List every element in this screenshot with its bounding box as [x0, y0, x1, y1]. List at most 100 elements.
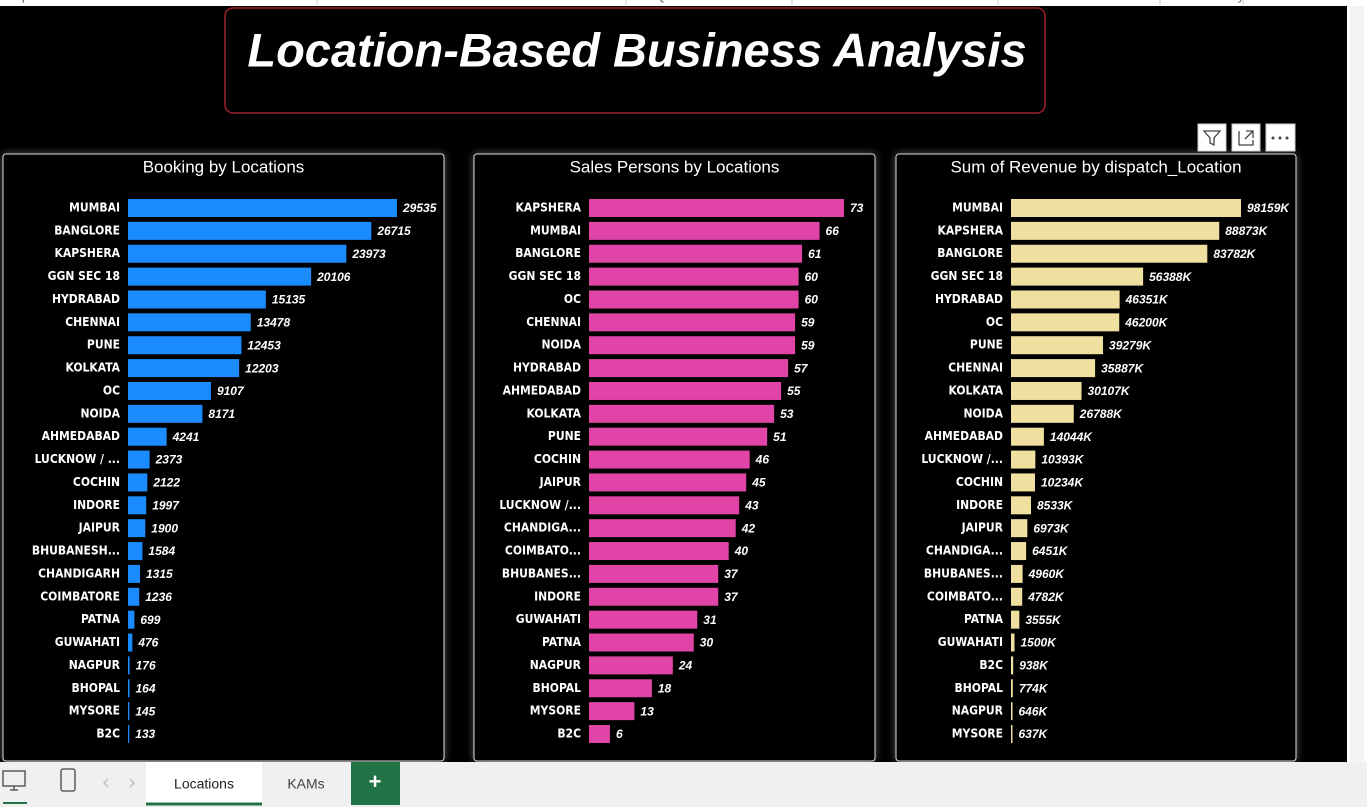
dot: [1285, 136, 1289, 140]
data-label: 60: [805, 270, 819, 284]
chart-title: Booking by Locations: [143, 157, 305, 176]
bar: [128, 702, 130, 721]
category-label: BHUBANESH...: [32, 544, 120, 558]
data-label: 61: [808, 247, 822, 261]
bar: [589, 381, 782, 400]
chart-panel: [895, 153, 1297, 762]
category-label: LUCKNOW / ...: [35, 452, 120, 466]
category-label: OC: [564, 292, 581, 306]
data-label: 4241: [172, 430, 200, 444]
data-label: 8533K: [1037, 498, 1074, 512]
bar: [1011, 702, 1013, 721]
category-label: OC: [103, 383, 120, 397]
data-label: 83782K: [1213, 247, 1256, 261]
category-label: BHUBANES...: [924, 566, 1003, 580]
data-label: 1500K: [1021, 636, 1058, 650]
category-label: GGN SEC 18: [509, 269, 581, 283]
category-label: PUNE: [87, 338, 120, 352]
ribbon-group-label: Clipboard: [8, 0, 59, 3]
category-label: CHENNAI: [526, 315, 581, 329]
add-tab[interactable]: [351, 762, 400, 805]
filter-icon[interactable]: [1197, 123, 1227, 152]
data-label: 1997: [152, 498, 180, 512]
category-label: HYDRABAD: [513, 361, 581, 375]
data-label: 26715: [376, 224, 411, 238]
tab-label[interactable]: Locations: [174, 776, 234, 792]
bar: [589, 336, 796, 355]
bar: [1011, 359, 1096, 378]
category-label: COCHIN: [956, 475, 1003, 489]
category-label: PATNA: [81, 612, 121, 626]
data-label: 53: [780, 407, 794, 421]
bar: [1011, 267, 1144, 286]
mobile-view[interactable]: [60, 768, 76, 792]
bar: [1011, 542, 1027, 561]
category-label: BANGLORE: [937, 246, 1003, 260]
data-label: 1236: [145, 590, 172, 604]
data-label: 145: [135, 704, 155, 718]
data-label: 6: [616, 727, 623, 741]
ribbon-group-label: Insert: [822, 0, 853, 3]
report-title: Location-Based Business Analysis: [247, 23, 1026, 76]
category-label: GGN SEC 18: [931, 269, 1003, 283]
data-label: 56388K: [1149, 270, 1192, 284]
chart-panel: [2, 153, 445, 762]
bar: [128, 656, 130, 675]
bar: [1011, 725, 1013, 743]
data-label: 637K: [1018, 727, 1048, 741]
bar: [1011, 313, 1120, 332]
bar: [589, 564, 719, 583]
bar: [128, 427, 167, 446]
category-label: KAPSHERA: [516, 201, 582, 215]
desktop-stand: [10, 786, 18, 791]
filter-glyph: [1202, 130, 1222, 147]
data-label: 699: [140, 613, 160, 627]
data-label: 51: [773, 430, 787, 444]
bar: [1011, 336, 1104, 355]
data-label: 18: [658, 681, 672, 695]
data-label: 10393K: [1041, 453, 1084, 467]
tab-label[interactable]: KAMs: [287, 776, 324, 792]
add-tab-label[interactable]: +: [369, 769, 382, 794]
category-label: NAGPUR: [69, 658, 121, 672]
data-label: 57: [794, 361, 809, 375]
bar: [589, 679, 652, 698]
category-label: CHANDIGARH: [38, 566, 120, 580]
data-label: 13: [640, 704, 654, 718]
bar: [589, 633, 694, 652]
bar: [128, 496, 147, 515]
category-label: B2C: [96, 727, 120, 741]
data-label: 88873K: [1225, 224, 1268, 238]
bar: [589, 473, 747, 492]
category-label: AHMEDABAD: [42, 429, 120, 443]
tab-active[interactable]: [146, 762, 262, 805]
data-label: 55: [787, 384, 801, 398]
bar: [589, 404, 775, 423]
category-label: NOIDA: [963, 406, 1003, 420]
category-label: INDORE: [956, 498, 1003, 512]
category-label: PUNE: [970, 338, 1003, 352]
data-label: 39279K: [1109, 338, 1152, 352]
bar: [128, 679, 130, 698]
data-label: 9107: [217, 384, 245, 398]
bar: [589, 725, 610, 743]
data-label: 46: [755, 453, 770, 467]
category-label: CHENNAI: [948, 361, 1003, 375]
data-label: 45: [751, 476, 766, 490]
tab-scroll[interactable]: [103, 778, 135, 788]
category-label: GUWAHATI: [938, 635, 1003, 649]
data-label: 164: [135, 681, 155, 695]
bar: [128, 473, 148, 492]
category-label: COIMBATO...: [505, 544, 581, 558]
bar: [1011, 496, 1031, 515]
category-label: CHANDIGA...: [926, 544, 1003, 558]
data-label: 6451K: [1032, 544, 1069, 558]
bar: [589, 244, 803, 263]
chart-title: Sales Persons by Locations: [570, 157, 780, 176]
bar: [128, 336, 242, 355]
category-label: INDORE: [534, 589, 581, 603]
category-label: LUCKNOW /...: [921, 452, 1003, 466]
bar: [1011, 221, 1220, 240]
data-label: 15135: [272, 293, 306, 307]
